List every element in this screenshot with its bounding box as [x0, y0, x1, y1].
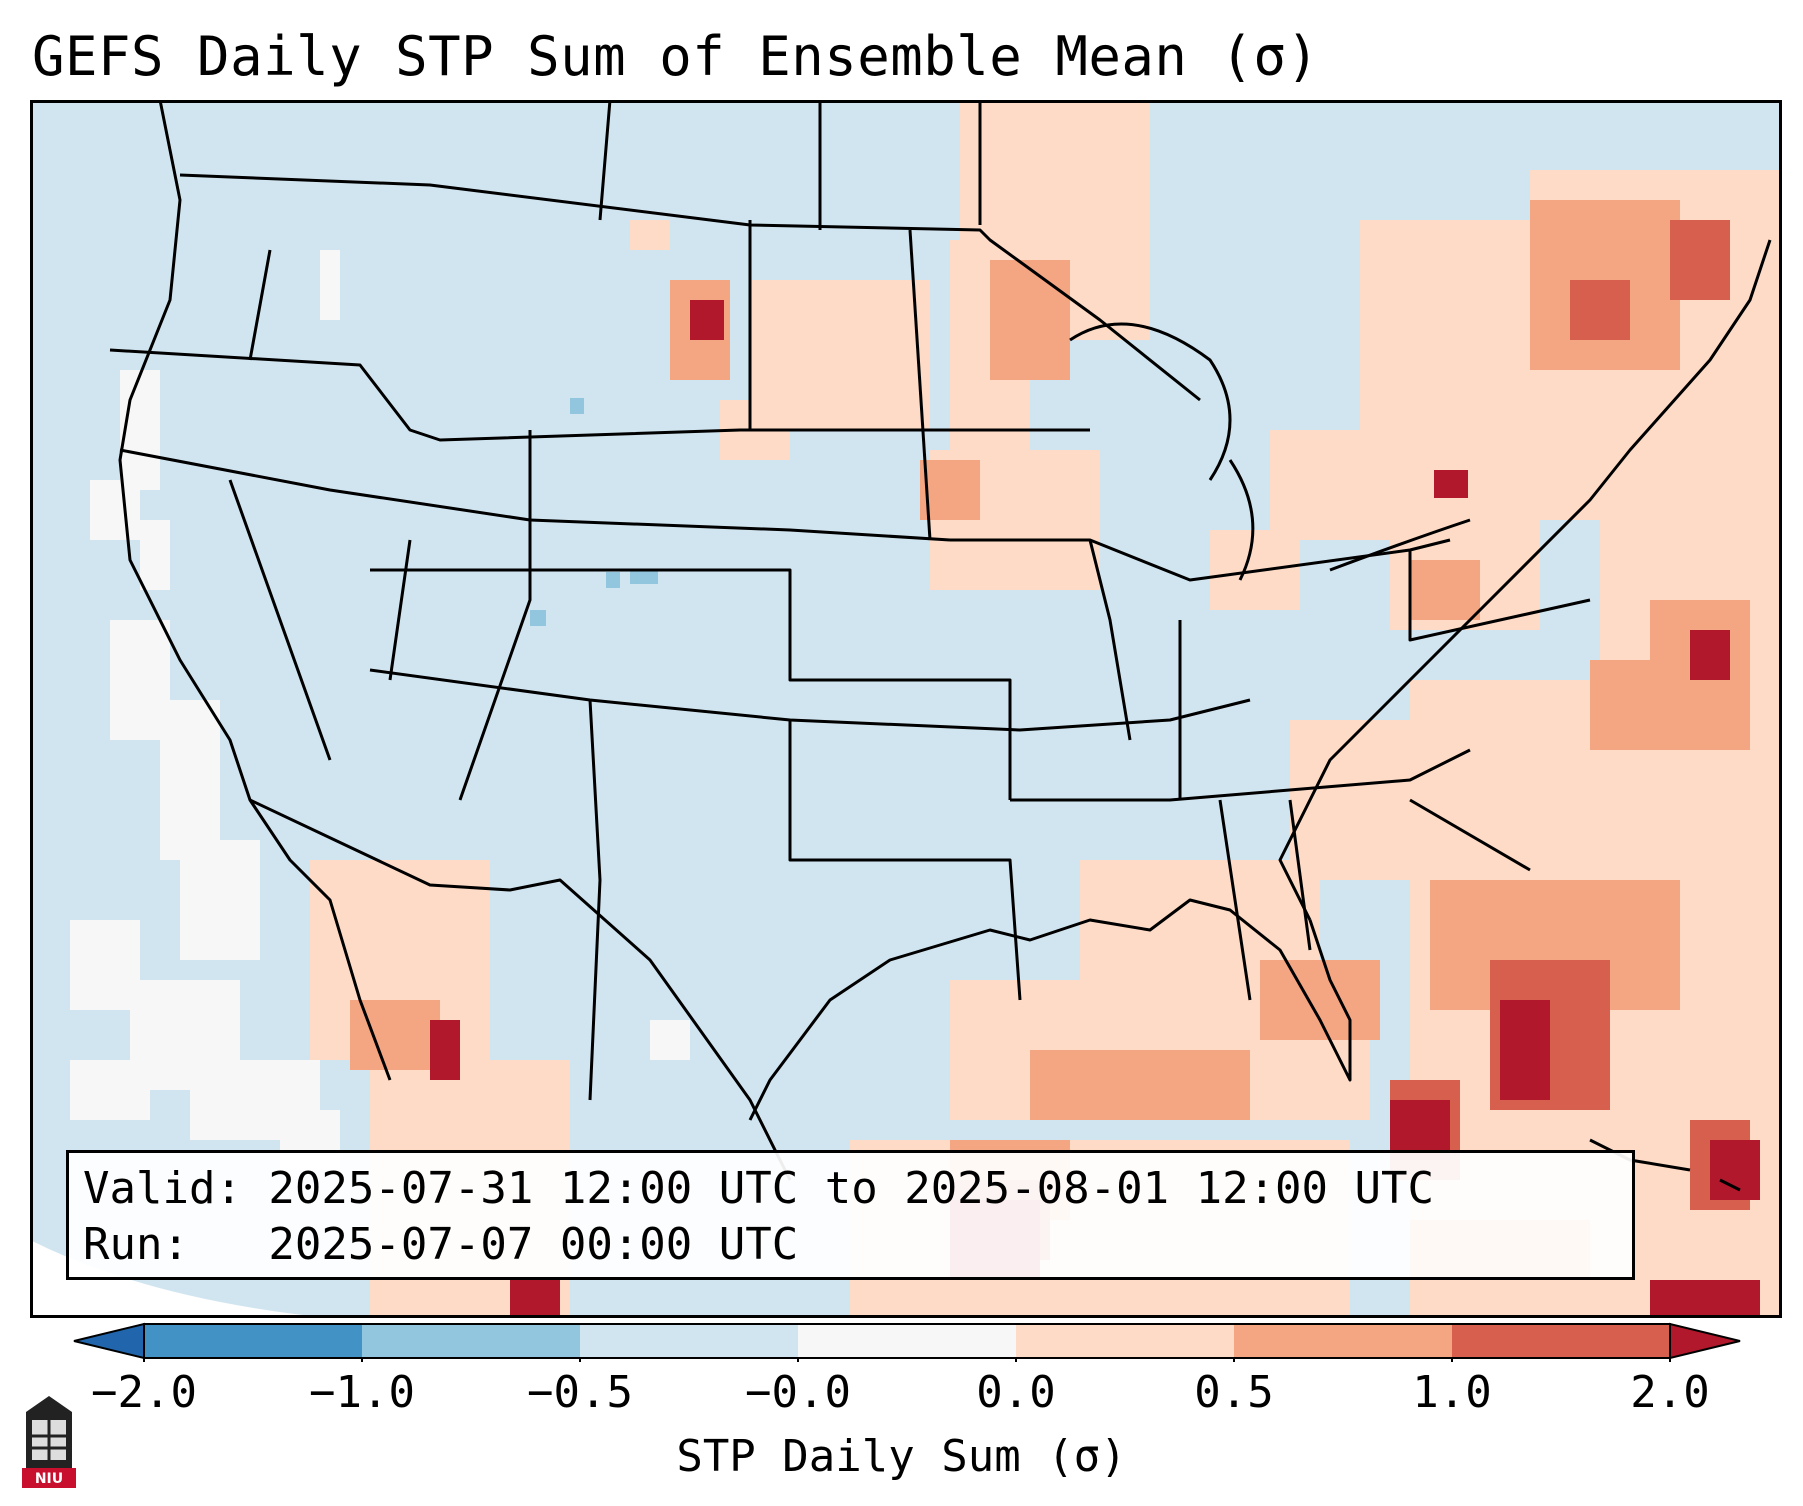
colorbar-tick-label: −0.5	[527, 1367, 633, 1418]
run-time-text: Run: 2025-07-07 00:00 UTC	[83, 1219, 799, 1270]
colorbar-extend-high	[1669, 1322, 1741, 1360]
colorbar-tick-label: −2.0	[91, 1367, 197, 1418]
colorbar-tick-label: 2.0	[1630, 1367, 1710, 1418]
near-zero-cells	[70, 250, 690, 1170]
colorbar-tick-label: −0.0	[745, 1367, 851, 1418]
colorbar-tick-label: 1.0	[1412, 1367, 1492, 1418]
colorbar-frame	[143, 1323, 1671, 1359]
colorbar-tick-label: 0.0	[976, 1367, 1056, 1418]
colorbar-segment	[362, 1324, 581, 1358]
chart-title: GEFS Daily STP Sum of Ensemble Mean (σ)	[32, 25, 1320, 88]
negative-cells	[530, 398, 658, 626]
boundaries	[109, 100, 1772, 1181]
colorbar-tick-label: 0.5	[1194, 1367, 1274, 1418]
map-frame	[30, 100, 1782, 1318]
colorbar-label: STP Daily Sum (σ)	[676, 1431, 1127, 1482]
valid-run-info-box: Valid: 2025-07-31 12:00 UTC to 2025-08-0…	[66, 1150, 1635, 1280]
colorbar-segment	[144, 1324, 363, 1358]
niu-tower-logo-icon: NIU	[22, 1396, 76, 1488]
colorbar-segment	[580, 1324, 799, 1358]
colorbar	[73, 1322, 1741, 1362]
canada-border	[179, 173, 1201, 402]
pacific-coastline	[118, 100, 392, 1081]
colorbar-segment	[1452, 1324, 1671, 1358]
mexico-border	[249, 798, 792, 1181]
colorbar-tick-label: −1.0	[309, 1367, 415, 1418]
map-panel	[30, 100, 1782, 1318]
gulf-coastline	[748, 898, 1352, 1121]
colorbar-segment	[1234, 1324, 1453, 1358]
colorbar-segment	[798, 1324, 1017, 1358]
atlantic-coastline	[1278, 239, 1772, 921]
colorbar-extend-low	[73, 1322, 145, 1360]
offmap-corner	[30, 1240, 330, 1318]
great-lakes	[1069, 322, 1471, 581]
valid-time-text: Valid: 2025-07-31 12:00 UTC to 2025-08-0…	[83, 1163, 1435, 1214]
logo-text: NIU	[35, 1471, 63, 1487]
colorbar-segment	[1016, 1324, 1235, 1358]
